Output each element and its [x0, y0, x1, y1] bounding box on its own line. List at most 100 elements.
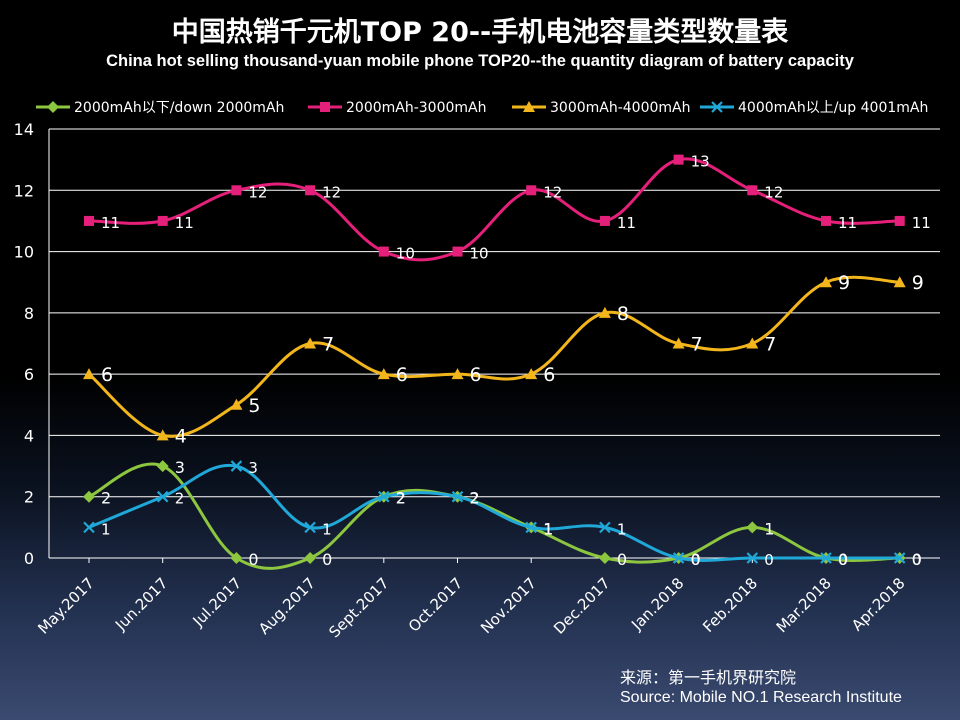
legend-item: 4000mAh以上/up 4001mAh: [700, 100, 928, 116]
y-tick-label: 14: [14, 120, 34, 139]
data-label: 2: [470, 489, 480, 508]
data-label: 0: [617, 550, 627, 569]
data-label: 9: [838, 272, 850, 294]
y-tick-label: 0: [24, 549, 34, 568]
x-tick-label: Jul.2017: [189, 574, 246, 631]
data-label: 10: [470, 245, 489, 263]
data-point: [893, 552, 906, 564]
data-point: [304, 552, 317, 564]
data-label: 7: [322, 334, 334, 356]
x-tick-label: Jun.2017: [111, 574, 171, 634]
data-point: [230, 460, 243, 472]
data-label: 9: [912, 272, 924, 294]
x-tick-label: Oct.2017: [405, 574, 466, 635]
legend-label: 2000mAh-3000mAh: [346, 100, 487, 116]
legend-marker: [523, 101, 535, 112]
y-tick-label: 2: [24, 488, 34, 507]
data-label: 0: [691, 550, 701, 569]
data-point: [820, 552, 832, 564]
data-point: [599, 215, 610, 226]
data-label: 6: [101, 364, 113, 386]
data-point: [451, 368, 464, 380]
data-point: [672, 337, 685, 349]
data-point: [83, 521, 95, 534]
y-tick-label: 10: [14, 243, 34, 262]
data-label: 1: [617, 520, 627, 538]
data-label: 1: [543, 520, 553, 538]
x-tick-label: Mar.2018: [773, 574, 835, 636]
data-point: [230, 398, 243, 410]
x-tick-label: May.2017: [34, 574, 98, 638]
data-label: 7: [691, 334, 703, 356]
legend-marker: [47, 101, 59, 113]
data-point: [156, 429, 169, 441]
data-label: 1: [101, 520, 111, 538]
data-label: 0: [322, 550, 332, 569]
legend-marker: [711, 101, 723, 113]
data-label: 0: [912, 550, 922, 569]
data-label: 5: [248, 395, 260, 417]
data-point: [673, 154, 684, 165]
data-point: [599, 521, 611, 534]
chart-subtitle: China hot selling thousand-yuan mobile p…: [106, 52, 855, 70]
data-label: 8: [617, 303, 629, 325]
y-axis: 0 2 4 6 8 10 12 14: [14, 120, 50, 568]
data-label: 11: [175, 214, 194, 232]
data-label: 12: [764, 183, 783, 201]
data-point: [526, 185, 537, 196]
data-label: 6: [470, 364, 482, 386]
data-point: [378, 490, 390, 503]
data-label: 12: [248, 183, 267, 201]
data-label: 12: [322, 183, 341, 201]
data-point: [157, 215, 168, 226]
x-axis: May.2017 Jun.2017 Jul.2017 Aug.2017 Sept.201…: [34, 558, 909, 641]
series-line: [88, 275, 900, 438]
data-point: [452, 246, 463, 257]
data-label: 0: [838, 550, 848, 569]
series-3000mah-4000mah: [83, 275, 906, 441]
data-point: [84, 215, 94, 226]
x-tick-label: Jan.2018: [627, 574, 687, 634]
data-label: 2: [175, 490, 185, 508]
data-point: [672, 552, 685, 564]
legend-label: 3000mAh-4000mAh: [550, 100, 691, 116]
data-point: [821, 215, 831, 226]
data-label: 7: [764, 334, 776, 356]
y-tick-label: 4: [24, 426, 34, 445]
data-label: 6: [396, 364, 408, 386]
data-point: [525, 521, 537, 534]
data-point: [820, 276, 832, 288]
data-point: [304, 337, 317, 349]
data-label: 0: [838, 551, 848, 569]
x-tick-label: Feb.2018: [699, 574, 761, 636]
data-point: [230, 552, 243, 564]
x-tick-label: Dec.2017: [550, 574, 614, 638]
legend-item: 2000mAh-3000mAh: [308, 100, 487, 116]
legend-label: 2000mAh以下/down 2000mAh: [74, 100, 284, 116]
data-point: [525, 368, 538, 380]
data-label: 6: [543, 364, 555, 386]
data-point: [746, 337, 759, 349]
data-point: [746, 552, 759, 564]
x-tick-label: Sept.2017: [325, 574, 392, 641]
data-label: 1: [764, 519, 774, 538]
data-label: 2: [396, 490, 406, 508]
data-point: [894, 215, 905, 226]
data-point: [377, 368, 390, 380]
data-point: [231, 185, 242, 196]
data-label: 1: [543, 519, 553, 538]
x-tick-label: Nov.2017: [477, 574, 540, 637]
data-label: 12: [543, 183, 562, 201]
legend-item: 2000mAh以下/down 2000mAh: [36, 100, 284, 116]
data-label: 10: [396, 245, 415, 263]
legend-label: 4000mAh以上/up 4001mAh: [738, 100, 928, 116]
y-tick-label: 12: [14, 181, 34, 200]
data-label: 2: [396, 489, 406, 508]
data-label: 0: [912, 551, 922, 569]
source-cn: 来源：第一手机界研究院: [620, 669, 796, 687]
data-label: 0: [691, 551, 701, 569]
legend-marker: [320, 102, 330, 112]
data-label: 0: [248, 550, 258, 569]
data-label: 2: [101, 489, 111, 508]
